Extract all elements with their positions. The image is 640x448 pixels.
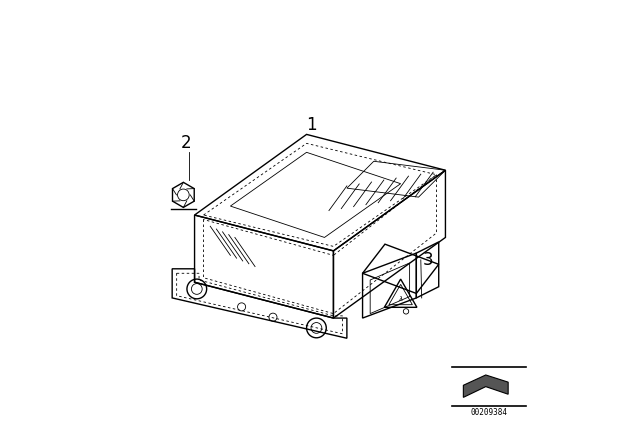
Text: 3: 3	[422, 251, 433, 269]
Text: 00209384: 00209384	[470, 408, 508, 417]
Text: 1: 1	[306, 116, 316, 134]
Text: $\lambda$: $\lambda$	[398, 294, 403, 303]
Polygon shape	[463, 375, 508, 397]
Text: 2: 2	[180, 134, 191, 152]
